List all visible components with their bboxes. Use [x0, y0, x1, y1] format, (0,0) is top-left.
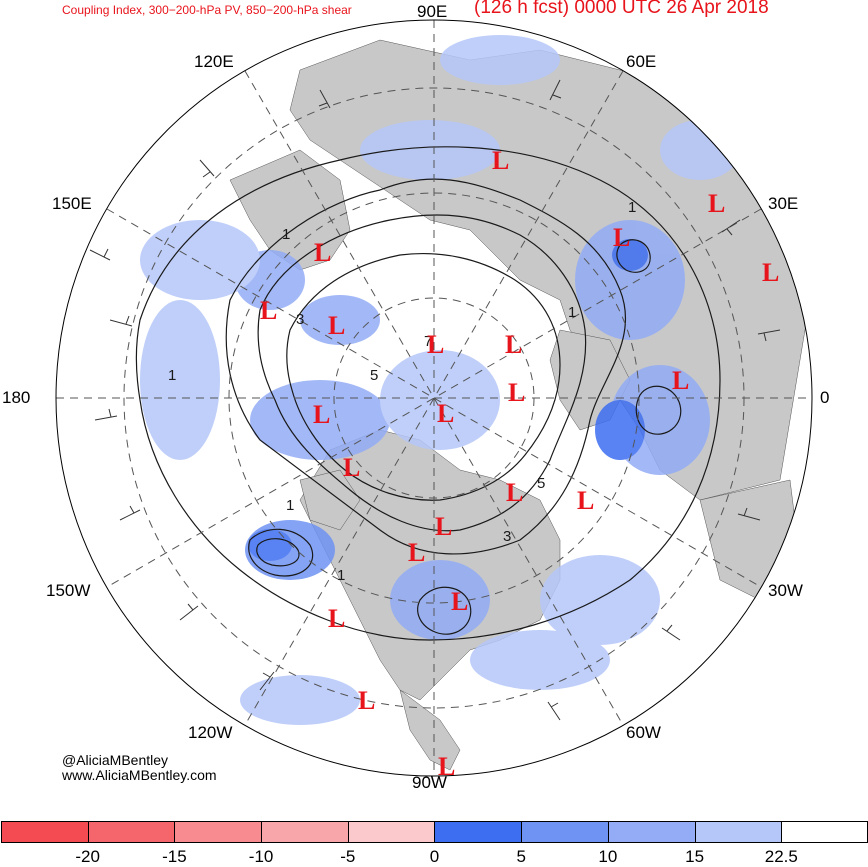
lon-label-0: 0 — [820, 388, 830, 407]
colorbar-tick-label: -10 — [248, 847, 274, 866]
colorbar-swatch — [521, 821, 608, 843]
land-east-asia — [229, 149, 351, 271]
low-center-marker: L — [762, 258, 779, 287]
contour-label-group: 1 1 1 1 1 1 3 3 5 5 7 — [168, 199, 636, 584]
colorbar-tick-label: 15 — [685, 847, 705, 866]
colorbar-swatch — [261, 821, 348, 843]
colorbar-swatch — [87, 821, 175, 843]
lon-label-90e: 90E — [417, 2, 448, 21]
valid-time-title: (126 h fcst) 0000 UTC 26 Apr 2018 — [474, 0, 769, 18]
colorbar-swatch — [607, 821, 695, 843]
low-center-marker: L — [427, 330, 444, 359]
land-central-america — [399, 689, 461, 771]
contour-label: 1 — [628, 199, 636, 216]
low-center-marker: L — [506, 478, 523, 507]
lon-label-180: 180 — [2, 388, 31, 407]
low-center-marker: L — [343, 453, 360, 482]
low-center-marker: L — [358, 686, 375, 715]
colorbar-tick-label: 0 — [429, 847, 440, 866]
lon-label-60e: 60E — [626, 52, 657, 71]
lon-label-120e: 120E — [194, 52, 234, 71]
low-center-marker: L — [613, 223, 630, 252]
lon-label-150w: 150W — [46, 581, 91, 600]
colorbar-tick-label: 22.5 — [764, 847, 798, 866]
colorbar-tick-label: 5 — [516, 847, 526, 866]
low-center-marker: L — [505, 330, 522, 359]
lon-label-30w: 30W — [768, 581, 803, 600]
credit-handle: @AliciaMBentley — [62, 752, 169, 768]
colorbar-tick-label: 10 — [598, 847, 618, 866]
low-center-marker: L — [672, 366, 689, 395]
contour-label: 1 — [568, 304, 576, 321]
colorbar-tick-label: -15 — [162, 847, 187, 866]
colorbar-swatch — [781, 821, 868, 843]
colorbar-tick-label: -5 — [340, 847, 356, 866]
coupling-shading — [140, 35, 740, 725]
low-center-marker: L — [708, 189, 725, 218]
low-center-marker: L — [435, 512, 452, 541]
lon-label-90w: 90W — [412, 773, 447, 792]
low-center-marker: L — [314, 238, 331, 267]
colorbar — [1, 821, 868, 843]
low-center-marker: L — [313, 400, 330, 429]
low-center-marker: L — [437, 399, 454, 428]
lon-label-150e: 150E — [52, 194, 92, 213]
low-center-marker: L — [451, 587, 468, 616]
low-center-marker: L — [408, 538, 425, 567]
contour-label: 1 — [286, 497, 294, 514]
contour-label: 1 — [282, 226, 290, 243]
low-center-marker: L — [508, 378, 525, 407]
graticule — [56, 20, 812, 776]
map-boundary — [55, 19, 813, 777]
shear-barbs — [89, 79, 781, 721]
colorbar-swatch — [434, 821, 522, 843]
contour-label: 7 — [424, 333, 432, 350]
colorbar-swatch — [347, 821, 435, 843]
lon-label-60w: 60W — [626, 723, 661, 742]
land-alaska — [299, 469, 361, 531]
low-center-marker: L — [492, 146, 509, 175]
low-center-marker: L — [328, 604, 345, 633]
contour-label: 3 — [503, 528, 511, 545]
low-center-marker: L — [260, 296, 277, 325]
colorbar-tick-label: -20 — [75, 847, 100, 866]
low-center-marker: L — [438, 752, 455, 781]
product-title: Coupling Index, 300−200-hPa PV, 850−200-… — [62, 3, 352, 17]
contour-label: 1 — [337, 567, 345, 584]
contour-label: 5 — [537, 475, 545, 492]
lon-label-30e: 30E — [768, 194, 799, 213]
contour-label: 5 — [370, 367, 378, 384]
low-center-marker: L — [328, 311, 345, 340]
contour-label: 1 — [168, 367, 176, 384]
colorbar-swatch — [1, 821, 88, 843]
low-center-marker: L — [577, 486, 594, 515]
colorbar-swatch — [694, 821, 782, 843]
credit-site: www.AliciaMBentley.com — [62, 767, 217, 783]
lon-label-120w: 120W — [188, 723, 233, 742]
contour-label: 3 — [296, 311, 304, 328]
colorbar-swatch — [174, 821, 262, 843]
